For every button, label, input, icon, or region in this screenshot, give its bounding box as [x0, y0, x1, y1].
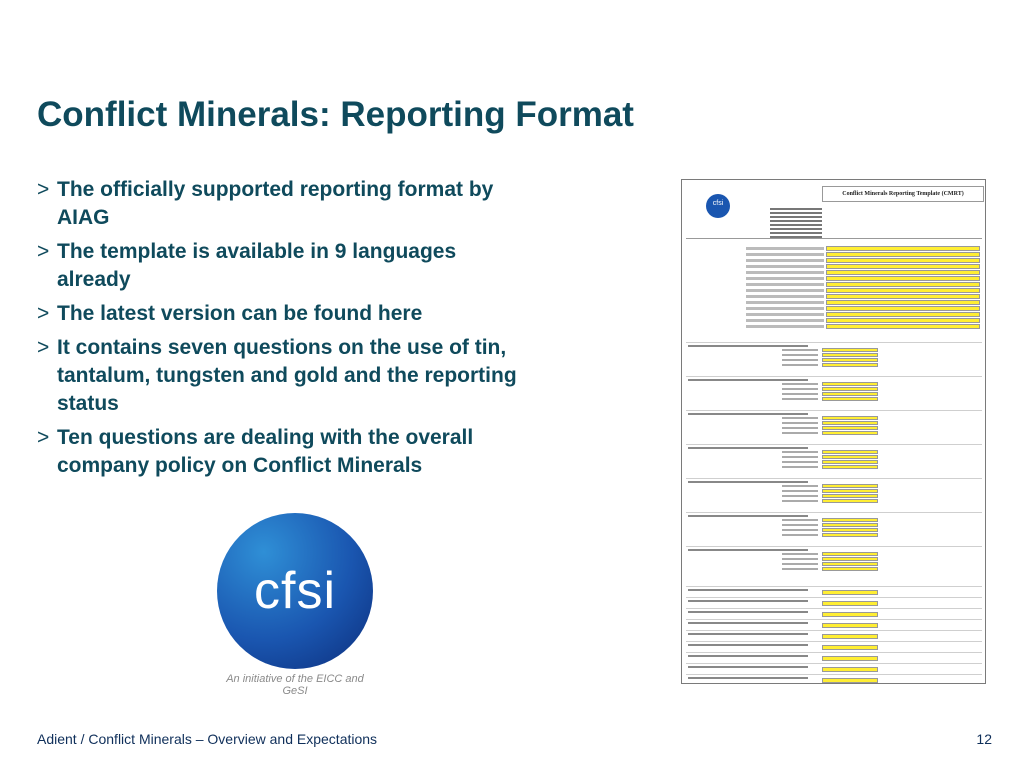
template-question-block	[686, 478, 982, 507]
template-policy-question	[686, 641, 982, 652]
template-field-row	[686, 306, 982, 311]
template-policy-question	[686, 586, 982, 597]
footer-text: Adient / Conflict Minerals – Overview an…	[37, 731, 378, 747]
cfsi-logo-tagline: An initiative of the EICC and GeSI	[226, 673, 364, 697]
bullet-marker: >	[37, 302, 50, 325]
bullet-item: > The latest version can be found here	[37, 300, 517, 328]
template-policy-question	[686, 630, 982, 641]
bullet-marker: >	[37, 240, 50, 263]
template-question-block	[686, 376, 982, 405]
template-question-block	[686, 342, 982, 371]
bullet-item: > The officially supported reporting form…	[37, 176, 517, 232]
template-field-row	[686, 324, 982, 329]
bullet-text: It contains seven questions on the use o…	[57, 336, 517, 415]
template-header: cfsi Conflict Minerals Reporting Templat…	[686, 184, 984, 240]
cfsi-logo-text: cfsi	[254, 562, 336, 620]
template-cfsi-icon: cfsi	[706, 194, 730, 218]
template-question-block	[686, 546, 982, 575]
bullet-marker: >	[37, 426, 50, 449]
template-field-row	[686, 312, 982, 317]
cfsi-logo-circle: cfsi	[217, 513, 373, 669]
bullet-item: > It contains seven questions on the use …	[37, 334, 517, 418]
template-title: Conflict Minerals Reporting Template (CM…	[822, 186, 984, 202]
template-policy-question	[686, 652, 982, 663]
template-question-block	[686, 444, 982, 473]
template-field-row	[686, 258, 982, 263]
slide-title: Conflict Minerals: Reporting Format	[37, 95, 634, 134]
template-field-row	[686, 246, 982, 251]
bullet-text: The latest version can be found here	[57, 302, 423, 325]
bullet-text: Ten questions are dealing with the overa…	[57, 426, 474, 477]
template-question-block	[686, 410, 982, 439]
cmrt-template-thumbnail: cfsi Conflict Minerals Reporting Templat…	[681, 179, 986, 684]
template-field-row	[686, 282, 982, 287]
bullet-text: The officially supported reporting forma…	[57, 178, 494, 229]
bullet-text: The template is available in 9 languages…	[57, 240, 457, 291]
template-field-row	[686, 288, 982, 293]
template-field-row	[686, 294, 982, 299]
template-policy-question	[686, 597, 982, 608]
bullet-list: > The officially supported reporting form…	[37, 176, 517, 486]
bullet-item: > Ten questions are dealing with the over…	[37, 424, 517, 480]
template-policy-question	[686, 608, 982, 619]
template-field-row	[686, 252, 982, 257]
template-header-lines	[770, 206, 822, 240]
template-field-row	[686, 318, 982, 323]
template-field-row	[686, 270, 982, 275]
template-policy-question	[686, 674, 982, 685]
template-policy-question	[686, 619, 982, 630]
template-field-row	[686, 264, 982, 269]
page-number: 12	[976, 731, 992, 747]
template-field-row	[686, 276, 982, 281]
template-field-row	[686, 300, 982, 305]
cfsi-logo: cfsi An initiative of the EICC and GeSI	[215, 513, 375, 697]
template-question-block	[686, 512, 982, 541]
template-cfsi-icon-text: cfsi	[712, 200, 724, 207]
bullet-item: > The template is available in 9 language…	[37, 238, 517, 294]
template-policy-question	[686, 663, 982, 674]
bullet-marker: >	[37, 178, 50, 201]
bullet-marker: >	[37, 336, 50, 359]
